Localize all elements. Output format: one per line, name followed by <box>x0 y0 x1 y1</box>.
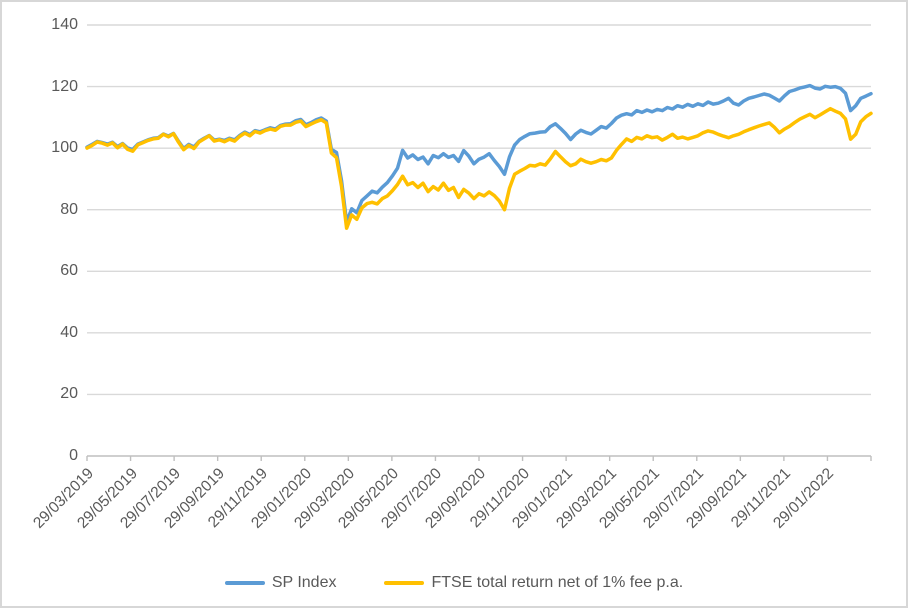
sp-index-line-swatch <box>224 580 265 586</box>
y-axis-label: 80 <box>60 200 78 218</box>
y-axis-label: 0 <box>69 447 78 464</box>
legend-label-ftse-net: FTSE total return net of 1% fee p.a. <box>431 574 684 591</box>
chart-legend: SP Index FTSE total return net of 1% fee… <box>2 574 906 592</box>
legend-label-sp-index: SP Index <box>271 574 337 591</box>
y-axis-label: 20 <box>60 385 78 403</box>
y-axis-label: 40 <box>60 323 78 341</box>
y-axis-label: 100 <box>51 139 78 157</box>
y-axis-label: 60 <box>60 262 78 280</box>
ftse-net-line-swatch <box>384 580 425 586</box>
legend-item-ftse-net: FTSE total return net of 1% fee p.a. <box>384 574 683 592</box>
legend-item-sp-index: SP Index <box>224 574 337 592</box>
y-axis-label: 140 <box>51 16 78 33</box>
y-axis-label: 120 <box>51 77 78 95</box>
